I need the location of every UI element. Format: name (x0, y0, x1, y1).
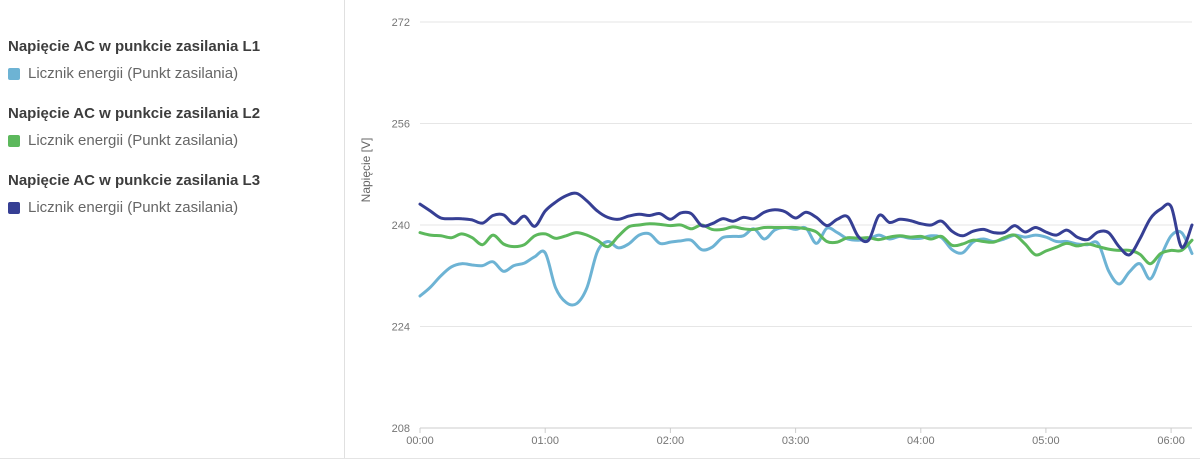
x-axis-tick-label: 01:00 (531, 435, 559, 447)
series-color-swatch-l3 (8, 202, 20, 214)
x-axis-tick-label: 02:00 (657, 435, 685, 447)
legend-group-l1: Napięcie AC w punkcie zasilania L1 Liczn… (8, 38, 334, 83)
y-axis-tick-label: 208 (392, 423, 410, 435)
legend-item-l3[interactable]: Licznik energii (Punkt zasilania) (8, 199, 334, 217)
x-axis-tick-label: 05:00 (1032, 435, 1060, 447)
legend-group-title-l3: Napięcie AC w punkcie zasilania L3 (8, 172, 261, 189)
y-axis-tick-label: 256 (392, 119, 410, 131)
legend-series-label-l1: Licznik energii (Punkt zasilania) (28, 65, 239, 82)
legend-series-label-l2: Licznik energii (Punkt zasilania) (28, 132, 239, 149)
y-axis-title: Napięcie [V] (359, 138, 373, 203)
series-line-l3[interactable] (418, 191, 1194, 257)
legend-group-l2: Napięcie AC w punkcie zasilania L2 Liczn… (8, 105, 334, 150)
legend-group-title-l1: Napięcie AC w punkcie zasilania L1 (8, 38, 261, 55)
series-color-swatch-l2 (8, 135, 20, 147)
legend-item-l1[interactable]: Licznik energii (Punkt zasilania) (8, 65, 334, 83)
series-color-swatch-l1 (8, 68, 20, 80)
x-axis-tick-label: 03:00 (782, 435, 810, 447)
legend-group-title-l2: Napięcie AC w punkcie zasilania L2 (8, 105, 261, 122)
legend-item-l2[interactable]: Licznik energii (Punkt zasilania) (8, 132, 334, 150)
line-chart-panel: 272 256 240 224 208 00:00 01:00 02:00 03:00 04:00… (346, 0, 1200, 463)
bottom-divider (0, 458, 1200, 459)
y-axis-tick-label: 272 (392, 17, 410, 29)
series-line-l2[interactable] (418, 222, 1194, 266)
y-axis-tick-label: 224 (392, 322, 410, 334)
legend-series-label-l3: Licznik energii (Punkt zasilania) (28, 199, 239, 216)
x-axis-tick-label: 00:00 (406, 435, 434, 447)
x-axis-tick-label: 04:00 (907, 435, 935, 447)
x-axis-tick-label: 06:00 (1157, 435, 1185, 447)
legend-group-l3: Napięcie AC w punkcie zasilania L3 Liczn… (8, 172, 334, 217)
y-axis-tick-label: 240 (392, 220, 410, 232)
legend-panel: Napięcie AC w punkcie zasilania L1 Liczn… (0, 0, 345, 458)
series-line-l1[interactable] (418, 225, 1194, 307)
